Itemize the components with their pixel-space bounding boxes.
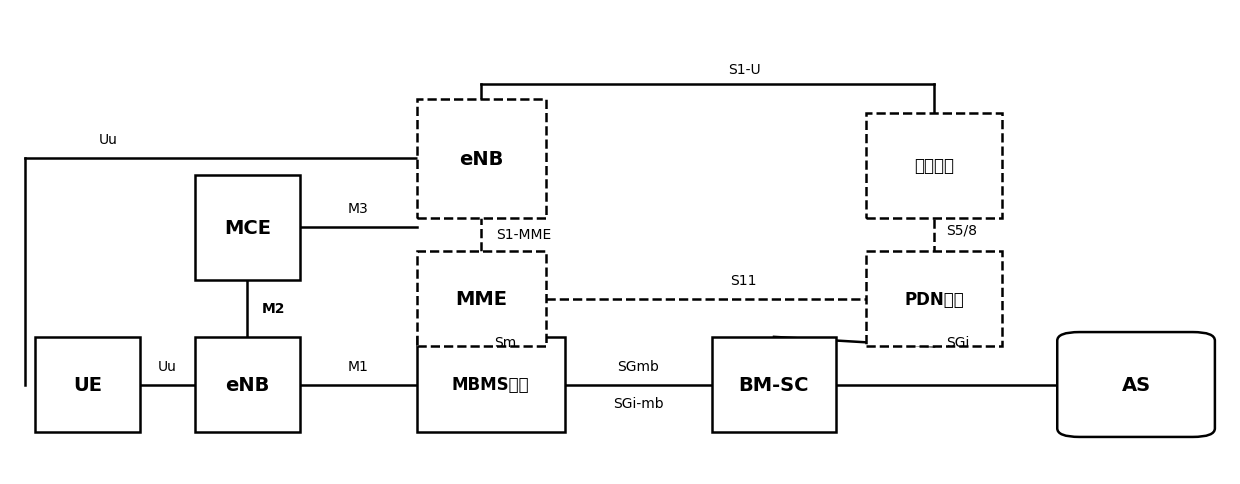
Text: Uu: Uu (157, 359, 177, 373)
Bar (195, 337, 300, 432)
Text: UE: UE (73, 375, 102, 394)
FancyBboxPatch shape (1058, 333, 1215, 437)
Text: PDN网关: PDN网关 (904, 290, 963, 308)
Bar (417, 252, 546, 347)
Text: Sm: Sm (494, 335, 516, 349)
Text: eNB: eNB (226, 375, 269, 394)
Text: S5/8: S5/8 (946, 223, 977, 237)
Bar (417, 99, 546, 218)
Bar (195, 175, 300, 280)
Text: MCE: MCE (224, 218, 270, 237)
Text: BM-SC: BM-SC (739, 375, 810, 394)
Text: M1: M1 (348, 359, 368, 373)
Bar (35, 337, 140, 432)
Text: Uu: Uu (99, 133, 118, 147)
Text: S1-U: S1-U (728, 62, 761, 76)
Bar (867, 252, 1002, 347)
Text: S1-MME: S1-MME (496, 228, 552, 242)
Text: 业务网关: 业务网关 (914, 157, 954, 175)
Text: eNB: eNB (459, 149, 503, 168)
Bar (712, 337, 836, 432)
Text: SGi-mb: SGi-mb (613, 396, 663, 410)
Text: AS: AS (1121, 375, 1151, 394)
Text: M3: M3 (348, 202, 368, 216)
Text: MME: MME (455, 289, 507, 309)
Text: MBMS网关: MBMS网关 (451, 376, 529, 393)
Text: S11: S11 (730, 273, 756, 287)
Text: M2: M2 (262, 302, 285, 316)
Text: SGi: SGi (946, 335, 970, 349)
Bar (417, 337, 564, 432)
Bar (867, 114, 1002, 218)
Text: SGmb: SGmb (618, 359, 660, 373)
